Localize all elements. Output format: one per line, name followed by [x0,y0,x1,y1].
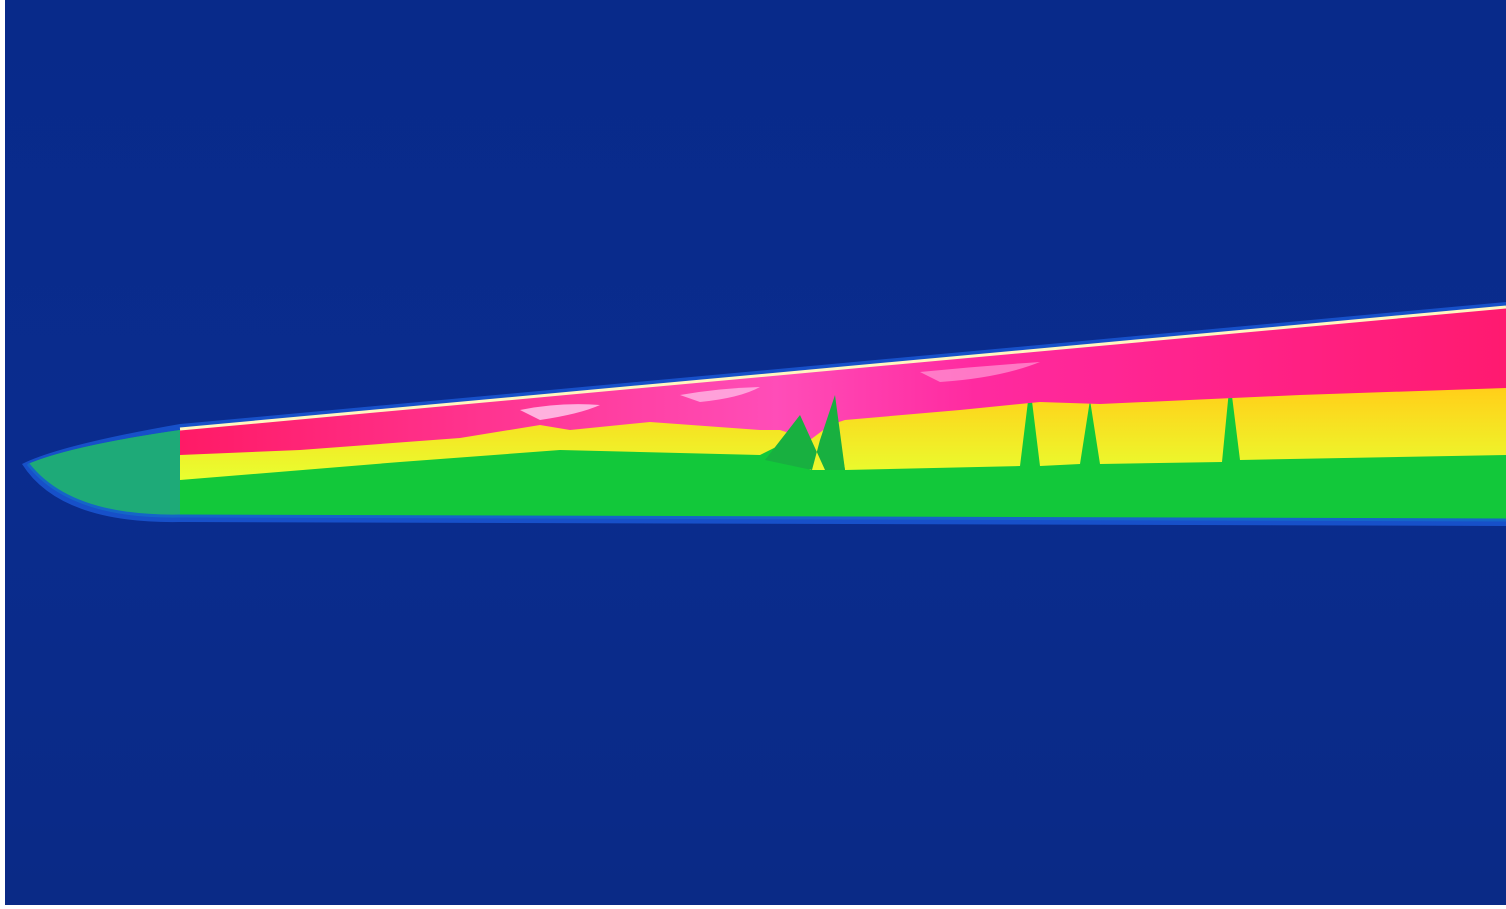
cool-wedge [765,395,845,470]
hot-spot [520,404,600,420]
trailing-edge [26,463,1506,522]
hot-spot [920,362,1040,382]
hot-band [180,308,1506,455]
leading-edge [179,305,1506,431]
hot-spot [680,387,760,402]
